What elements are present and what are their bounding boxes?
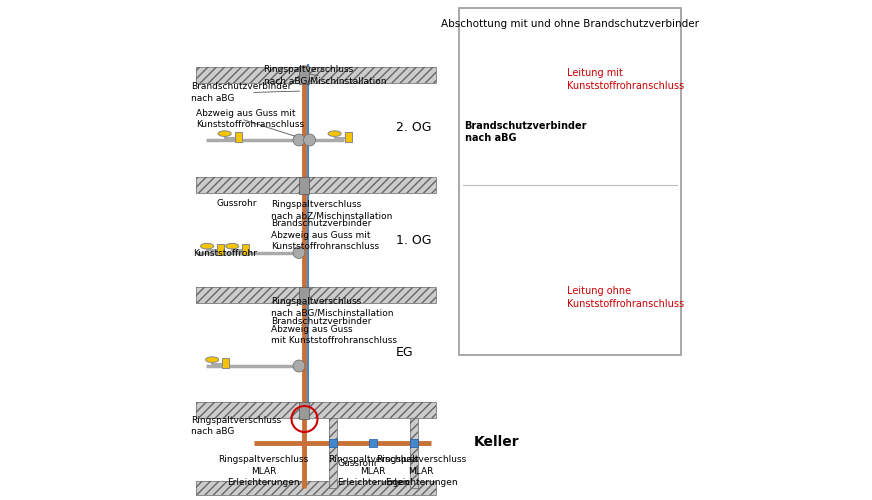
Ellipse shape [495,66,507,71]
Text: Abschottung mit und ohne Brandschutzverbinder: Abschottung mit und ohne Brandschutzverb… [440,18,698,28]
Bar [196,66,436,83]
Bar [196,287,436,303]
Text: Kunststoffrohr: Kunststoffrohr [194,250,257,258]
Bar [222,358,229,368]
Text: Brandschutzverbinder: Brandschutzverbinder [271,316,371,326]
Text: Ringspaltverschluss
MLAR
Erleichterungen: Ringspaltverschluss MLAR Erleichterungen [328,456,419,486]
Bar [329,438,337,446]
Text: Brandschutzverbinder
nach aBG: Brandschutzverbinder nach aBG [465,121,587,144]
Text: 1. OG: 1. OG [396,234,432,246]
Bar [543,96,554,104]
Bar [242,244,249,255]
Text: Ringspaltverschluss
nach aBG: Ringspaltverschluss nach aBG [191,416,282,436]
Bar [510,241,516,250]
Text: Gussrohr: Gussrohr [216,198,256,207]
Text: EG: EG [396,346,413,359]
Bar [410,418,418,488]
Text: Ringspaltverschluss
nach aBG/Mischinstallation: Ringspaltverschluss nach aBG/Mischinstal… [263,65,386,85]
Bar [196,402,436,418]
Ellipse shape [495,240,507,245]
Ellipse shape [328,131,341,136]
Ellipse shape [226,244,239,249]
Bar [298,66,309,84]
Bar [329,418,337,488]
Circle shape [303,134,316,146]
Text: Leitung ohne
Kunststoffrohranschluss: Leitung ohne Kunststoffrohranschluss [567,286,685,308]
Bar [196,480,436,494]
Text: Ringspaltverschluss
MLAR
Erleichterungen: Ringspaltverschluss MLAR Erleichterungen [218,456,309,486]
Ellipse shape [206,357,219,362]
Text: Gussrohr: Gussrohr [337,459,378,468]
Text: Abzweig aus Guss
mit Kunststoffrohranschluss: Abzweig aus Guss mit Kunststoffrohransch… [271,325,397,345]
Bar [217,244,224,255]
Bar [462,92,677,106]
Bar [196,177,436,193]
Bar [196,177,436,193]
Bar [369,438,377,446]
Bar [196,66,436,83]
Bar [510,68,516,76]
Bar [344,132,352,142]
Circle shape [293,134,305,146]
Bar [329,418,337,488]
Text: Abzweig aus Guss mit
Kunststoffrohranschluss: Abzweig aus Guss mit Kunststoffrohransch… [271,231,379,251]
Text: Leitung mit
Kunststoffrohranschluss: Leitung mit Kunststoffrohranschluss [567,68,685,91]
Bar [196,402,436,418]
Ellipse shape [201,244,214,249]
Circle shape [293,246,305,258]
Text: Brandschutzverbinder
nach aBG: Brandschutzverbinder nach aBG [191,82,291,102]
Bar [462,266,677,280]
Bar [235,132,242,142]
Text: Ringspaltverschluss
MLAR
Erleichterungen: Ringspaltverschluss MLAR Erleichterungen [376,456,467,486]
Bar [410,418,418,488]
Text: Ringspaltverschluss
nach abZ/Mischinstallation: Ringspaltverschluss nach abZ/Mischinstal… [271,200,392,220]
Bar [298,286,309,304]
Bar [298,176,309,194]
Text: Brandschutzverbinder: Brandschutzverbinder [271,219,371,228]
Text: Keller: Keller [473,436,519,450]
Bar [196,287,436,303]
Text: Abzweig aus Guss mit
Kunststoffrohranschluss: Abzweig aus Guss mit Kunststoffrohransch… [196,109,304,129]
Bar [410,438,418,446]
Bar [459,8,681,355]
Bar [462,92,677,106]
Bar [196,480,436,494]
Bar [298,402,309,418]
Circle shape [293,360,305,372]
Text: Ringspaltverschluss
nach aBG/Mischinstallation: Ringspaltverschluss nach aBG/Mischinstal… [271,298,393,318]
Bar [462,266,677,280]
Text: 2. OG: 2. OG [396,121,432,134]
Ellipse shape [218,131,231,136]
